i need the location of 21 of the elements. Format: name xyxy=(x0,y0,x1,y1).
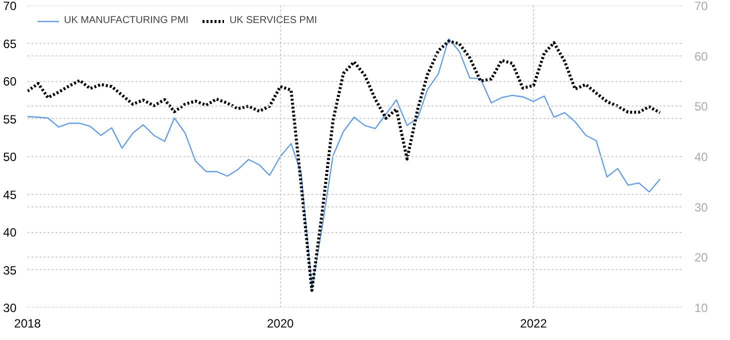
y2-tick-label: 40 xyxy=(694,150,708,164)
x-tick-label: 2022 xyxy=(520,316,548,330)
x-tick-label: 2020 xyxy=(266,316,294,330)
legend-label: UK SERVICES PMI xyxy=(229,15,318,26)
y-tick-label: 45 xyxy=(3,188,17,202)
y-tick-label: 70 xyxy=(3,0,17,13)
y-tick-label: 55 xyxy=(3,112,17,126)
y2-tick-label: 30 xyxy=(694,200,708,214)
y2-tick-label: 70 xyxy=(694,0,708,13)
y-tick-label: 30 xyxy=(3,301,17,315)
y2-tick-label: 10 xyxy=(694,301,708,315)
y-tick-label: 40 xyxy=(3,226,17,240)
y-tick-label: 50 xyxy=(3,150,17,164)
y-tick-label: 35 xyxy=(3,263,17,278)
y2-tick-label: 50 xyxy=(694,100,708,114)
legend-label: UK MANUFACTURING PMI xyxy=(64,15,188,26)
y2-tick-label: 20 xyxy=(694,250,708,265)
y2-tick-label: 60 xyxy=(694,49,708,64)
y-tick-label: 60 xyxy=(3,74,17,88)
y-tick-label: 65 xyxy=(3,36,17,51)
x-tick-label: 2018 xyxy=(14,316,42,330)
